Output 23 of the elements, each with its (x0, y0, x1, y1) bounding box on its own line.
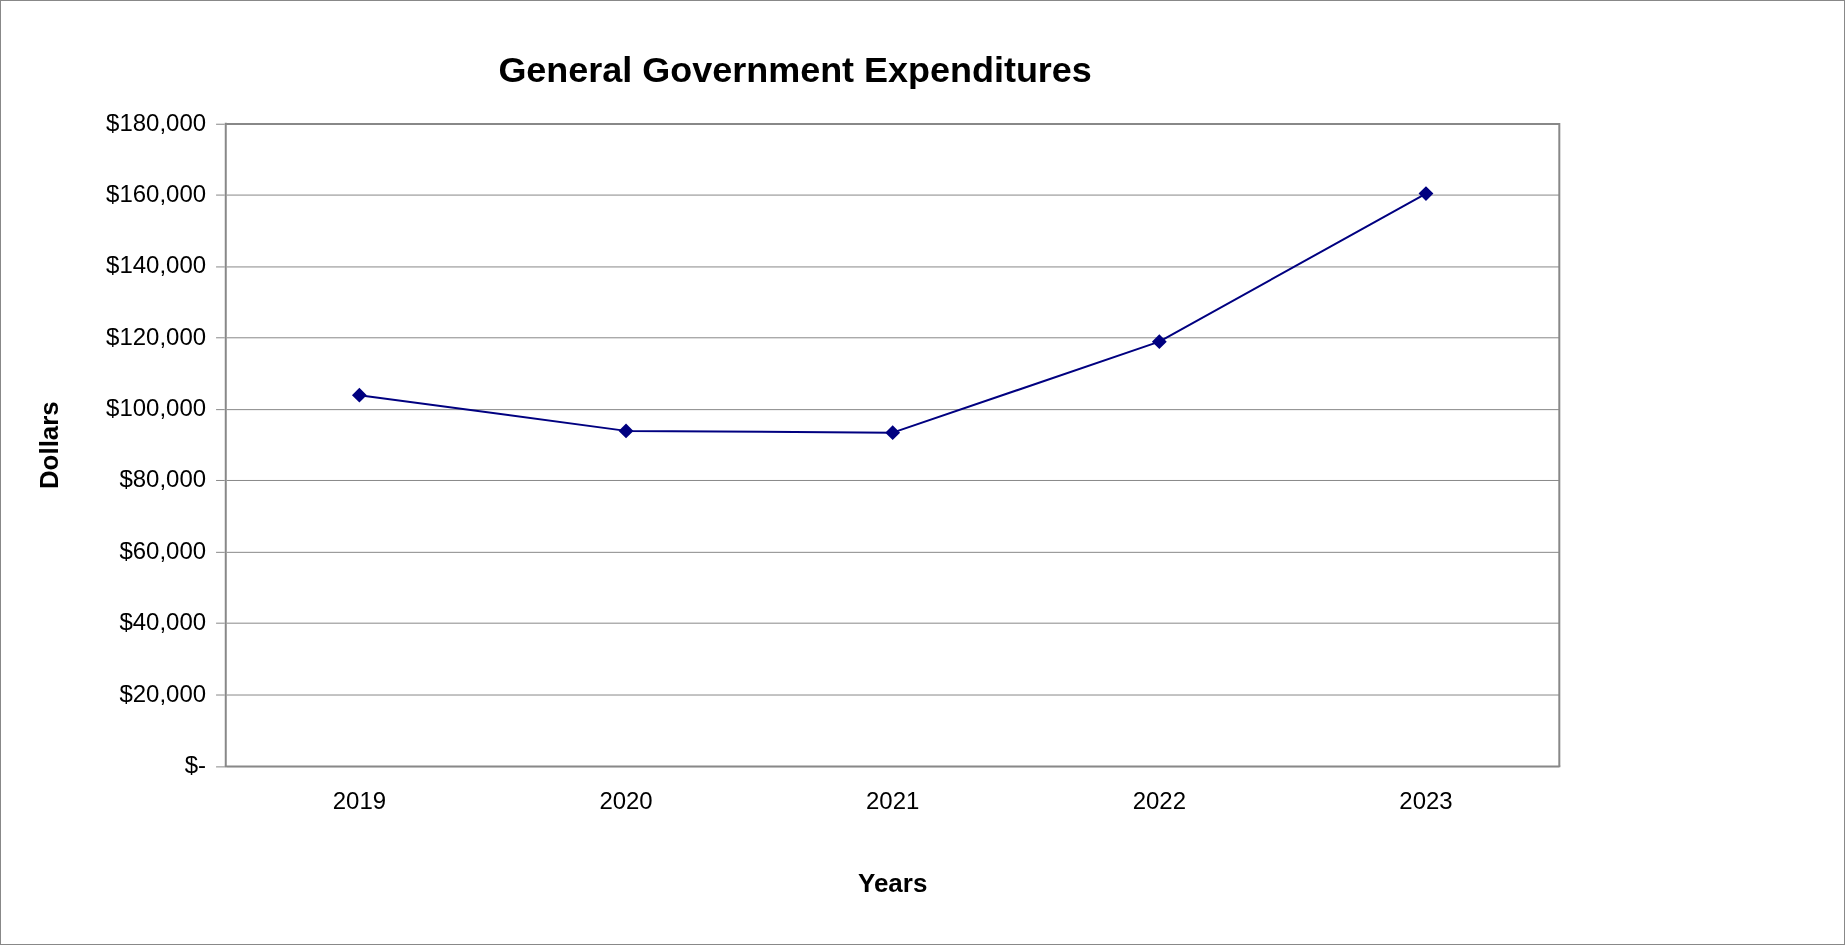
y-axis-title: Dollars (34, 401, 63, 490)
x-axis-title: Years (858, 868, 928, 897)
y-tick-label: $180,000 (106, 108, 207, 136)
x-tick-label: 2023 (1399, 787, 1453, 815)
y-tick-label: $60,000 (119, 536, 207, 564)
x-tick-label: 2022 (1132, 787, 1186, 815)
point (619, 423, 634, 438)
y-tick-label: $- (184, 751, 207, 778)
x-tick-label: 2019 (332, 787, 387, 815)
y-tick-label: $100,000 (106, 394, 207, 422)
point (885, 425, 900, 440)
y-tick-label: $160,000 (106, 179, 207, 207)
x-tick-label: 2020 (599, 787, 653, 815)
x-tick-label: 2021 (866, 787, 920, 815)
y-tick-label: $40,000 (119, 608, 207, 636)
y-tick-label: $20,000 (119, 679, 207, 707)
point (1418, 186, 1433, 201)
y-tick-label: $140,000 (106, 251, 207, 279)
y-tick-label: $80,000 (119, 465, 207, 493)
chart-title: General Government Expenditures (498, 49, 1092, 91)
point (1152, 334, 1167, 349)
point (352, 388, 367, 403)
y-tick-label: $120,000 (106, 322, 207, 350)
